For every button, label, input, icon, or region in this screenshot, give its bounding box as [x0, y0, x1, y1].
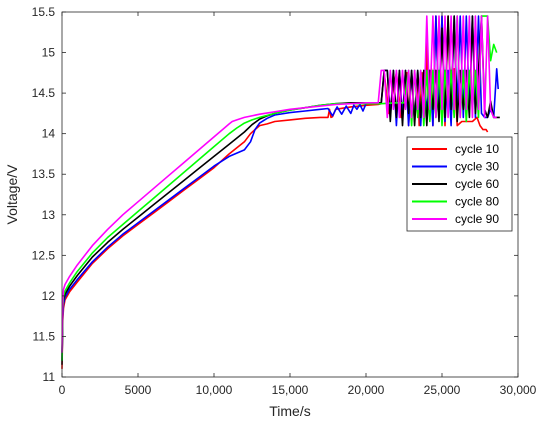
- x-tick-label: 10,000: [196, 383, 233, 397]
- x-axis-label: Time/s: [269, 403, 310, 419]
- y-tick-label: 12.5: [32, 248, 56, 262]
- y-axis-label: Voltage/V: [4, 164, 20, 225]
- y-axis-ticks: 11 11.5 12 12.5 13 13.5 14 14.5 15 15.5: [32, 5, 518, 384]
- series-line-3: [61, 15, 500, 365]
- legend-label: cycle 30: [455, 160, 499, 174]
- y-tick-label: 11.5: [33, 329, 56, 343]
- legend-label: cycle 80: [455, 195, 499, 209]
- x-axis-ticks: 0 5000 10,000 15,000 20,000 25,000 30,000: [59, 12, 537, 397]
- y-tick-label: 15.5: [32, 5, 56, 19]
- legend-label: cycle 60: [455, 177, 499, 191]
- y-tick-label: 15: [42, 46, 56, 60]
- y-tick-label: 12: [42, 289, 56, 303]
- x-tick-label: 30,000: [500, 383, 537, 397]
- y-tick-label: 14.5: [32, 86, 56, 100]
- series-line-5: [61, 15, 497, 353]
- y-tick-label: 11: [43, 370, 56, 384]
- x-tick-label: 25,000: [424, 383, 461, 397]
- legend-label: cycle 90: [455, 212, 499, 226]
- x-tick-label: 5000: [125, 383, 152, 397]
- x-tick-label: 20,000: [348, 383, 385, 397]
- legend: cycle 10 cycle 30 cycle 60 cycle 80 cycle 90: [406, 136, 513, 232]
- y-tick-label: 13: [42, 208, 56, 222]
- y-tick-label: 14: [42, 127, 56, 141]
- series-layer: [61, 15, 500, 369]
- x-tick-label: 15,000: [272, 383, 309, 397]
- x-tick-label: 0: [59, 383, 66, 397]
- y-tick-label: 13.5: [32, 167, 56, 181]
- legend-label: cycle 10: [455, 142, 499, 156]
- series-line-4: [61, 15, 498, 361]
